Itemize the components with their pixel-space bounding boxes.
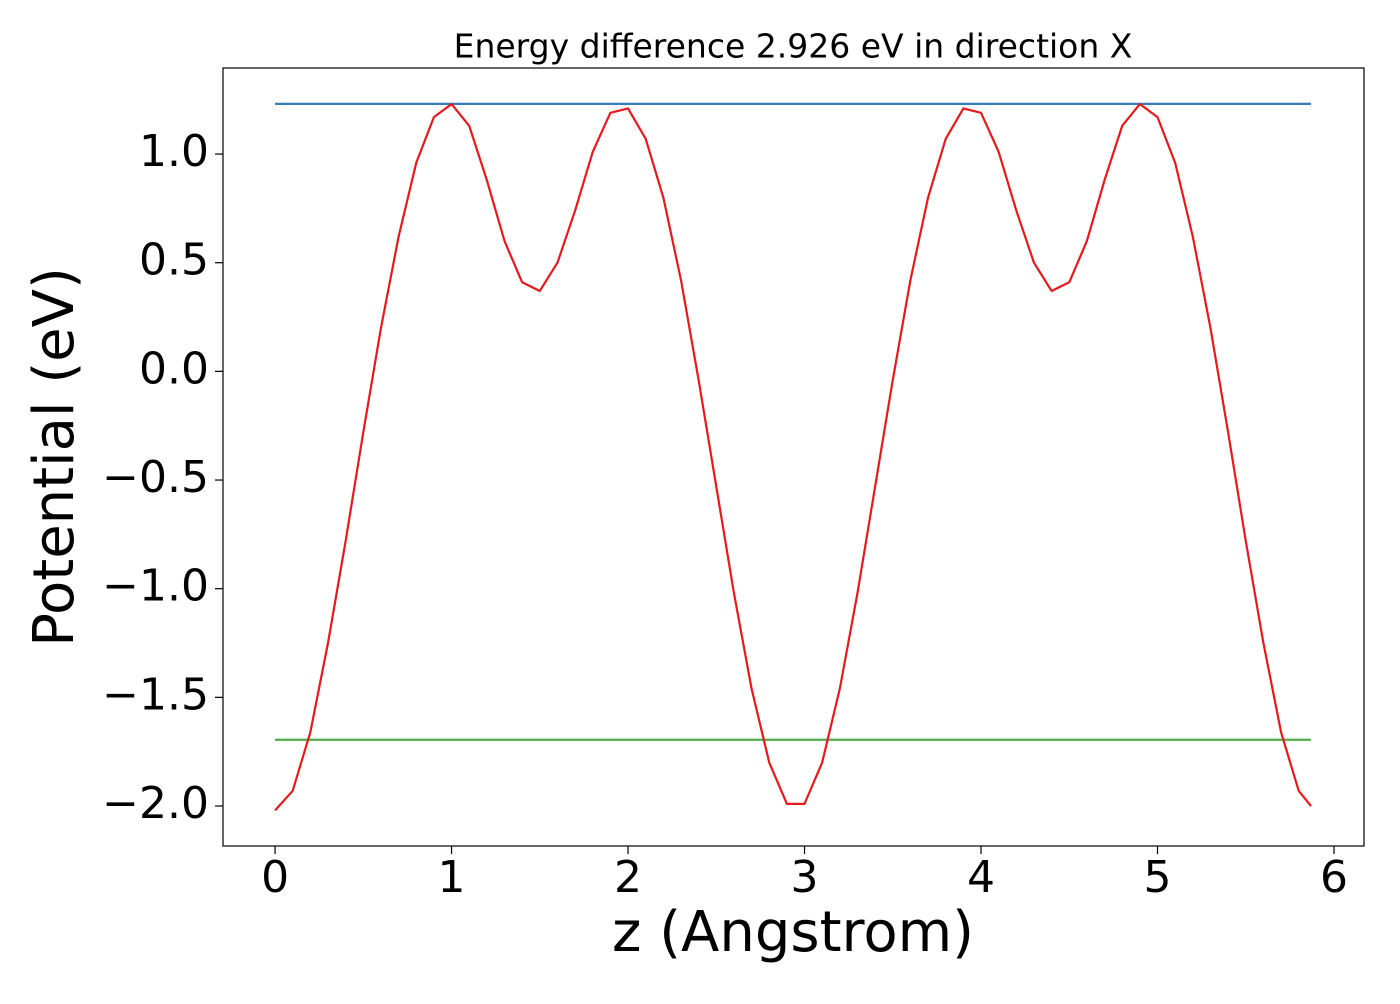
y-tick-label: 0.5	[139, 235, 209, 286]
x-axis-label: z (Angstrom)	[612, 900, 974, 965]
series-line	[274, 102, 1312, 812]
plot-frame	[222, 67, 1365, 847]
y-tick-label: −1.5	[102, 669, 209, 720]
y-tick-label: −0.5	[102, 452, 209, 503]
y-tick-label: −1.0	[102, 561, 209, 612]
x-tick-label: 2	[614, 852, 642, 903]
y-tick-label: 0.0	[139, 343, 209, 394]
x-tick-label: 1	[438, 852, 466, 903]
chart-title: Energy difference 2.926 eV in direction …	[454, 27, 1133, 66]
x-tick-label: 4	[967, 852, 995, 903]
x-tick-label: 5	[1144, 852, 1172, 903]
x-tick-label: 0	[261, 852, 289, 903]
x-tick-label: 3	[791, 852, 819, 903]
y-axis-label: Potential (eV)	[22, 267, 87, 647]
x-tick-label: 6	[1320, 852, 1348, 903]
y-tick-label: −2.0	[102, 778, 209, 829]
y-tick-label: 1.0	[139, 126, 209, 177]
